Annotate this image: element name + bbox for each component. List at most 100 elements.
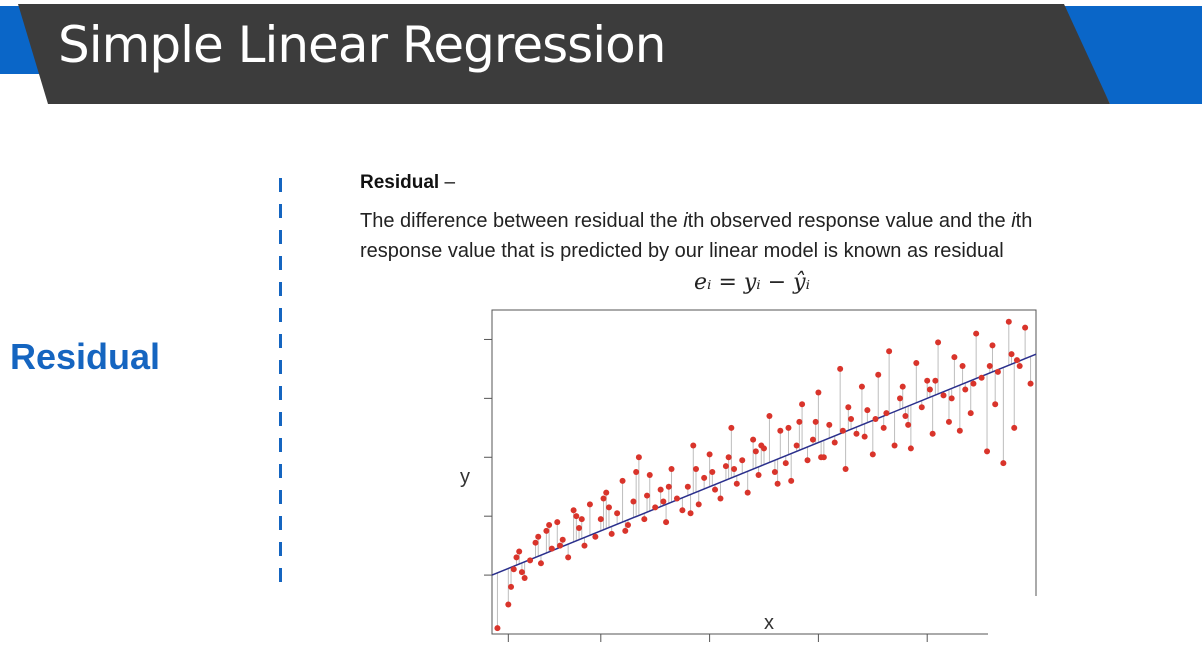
- data-point: [945, 418, 952, 425]
- data-point: [712, 486, 719, 493]
- data-point: [709, 469, 716, 475]
- section-heading: Residual –: [360, 172, 455, 194]
- data-point: [1022, 324, 1029, 331]
- data-point: [932, 377, 939, 384]
- y-axis-ticks: [484, 338, 492, 576]
- data-point: [804, 457, 811, 464]
- data-point: [951, 354, 958, 361]
- data-point: [543, 527, 550, 534]
- data-point: [673, 495, 680, 502]
- data-point: [978, 374, 985, 381]
- data-point: [505, 601, 512, 608]
- data-point: [788, 477, 795, 484]
- data-point: [793, 442, 800, 449]
- right-accent: [1062, 6, 1202, 104]
- data-point: [818, 454, 825, 461]
- data-point: [1011, 424, 1018, 431]
- data-point: [992, 401, 999, 408]
- data-point: [695, 501, 702, 508]
- plot-frame: [491, 309, 1060, 645]
- data-point: [758, 442, 765, 449]
- data-point: [886, 348, 893, 355]
- data-point: [899, 383, 906, 390]
- data-point: [845, 404, 852, 411]
- data-point: [1008, 351, 1015, 358]
- data-point: [516, 548, 523, 555]
- data-point: [657, 486, 664, 493]
- data-point: [902, 413, 909, 420]
- data-point: [831, 439, 838, 446]
- data-point: [554, 519, 561, 526]
- data-point: [527, 557, 534, 564]
- data-point: [777, 427, 784, 434]
- data-point: [633, 469, 640, 475]
- data-point: [537, 560, 544, 567]
- y-axis-label: y: [460, 466, 470, 488]
- data-point: [962, 386, 969, 393]
- data-point: [766, 413, 773, 420]
- data-point: [521, 575, 528, 582]
- data-point: [641, 516, 648, 523]
- line1-part-a: The difference between residual the: [360, 210, 684, 232]
- data-points: [494, 318, 1034, 632]
- data-point: [586, 501, 593, 508]
- data-point: [809, 436, 816, 443]
- data-point: [815, 389, 822, 396]
- data-point: [706, 451, 713, 458]
- data-point: [750, 436, 757, 443]
- data-point: [755, 471, 762, 478]
- data-point: [635, 454, 642, 461]
- dashed-divider: [279, 178, 282, 594]
- data-point: [853, 430, 860, 437]
- data-point: [796, 418, 803, 425]
- plot-corner-cutout: [988, 596, 1060, 645]
- title-bar: Simple Linear Regression: [0, 0, 1202, 104]
- data-point: [660, 498, 667, 505]
- data-point: [687, 510, 694, 517]
- data-point: [926, 386, 933, 393]
- data-point: [771, 469, 778, 475]
- data-point: [872, 415, 879, 422]
- data-point: [557, 542, 563, 549]
- data-point: [1013, 357, 1020, 364]
- data-point: [576, 524, 583, 531]
- line1-italic-2: i: [1011, 210, 1016, 232]
- data-point: [861, 433, 868, 440]
- data-point: [918, 404, 925, 411]
- fit-line-layer: [491, 353, 1037, 576]
- definition-paragraph: The difference between residual the ith …: [360, 206, 1160, 266]
- data-point: [603, 489, 610, 496]
- data-point: [622, 527, 629, 534]
- data-point: [1027, 380, 1034, 387]
- data-point: [548, 545, 555, 552]
- data-point: [679, 507, 686, 514]
- paragraph-line-2: response value that is predicted by our …: [360, 240, 1004, 262]
- data-point: [546, 522, 553, 529]
- data-point: [597, 516, 604, 523]
- data-point: [837, 365, 844, 372]
- data-point: [839, 427, 846, 434]
- data-point: [880, 424, 887, 431]
- regression-line: [491, 353, 1037, 576]
- data-point: [907, 445, 914, 452]
- residual-lines: [496, 321, 1032, 629]
- plot-border: [491, 309, 1037, 635]
- data-point: [630, 498, 637, 505]
- x-axis-label: x: [764, 612, 774, 634]
- data-point: [864, 407, 871, 414]
- side-label: Residual: [10, 336, 161, 377]
- data-point: [728, 424, 735, 431]
- data-point: [532, 539, 539, 546]
- heading-text: Residual: [360, 172, 440, 193]
- data-point: [644, 492, 651, 499]
- data-point: [518, 569, 525, 576]
- data-point: [608, 530, 615, 537]
- data-point: [733, 480, 740, 487]
- data-point: [725, 454, 732, 461]
- data-point: [663, 519, 670, 526]
- data-point: [826, 421, 833, 428]
- data-point: [693, 466, 699, 473]
- data-point: [913, 360, 920, 367]
- data-point: [940, 392, 947, 399]
- data-point: [956, 427, 963, 434]
